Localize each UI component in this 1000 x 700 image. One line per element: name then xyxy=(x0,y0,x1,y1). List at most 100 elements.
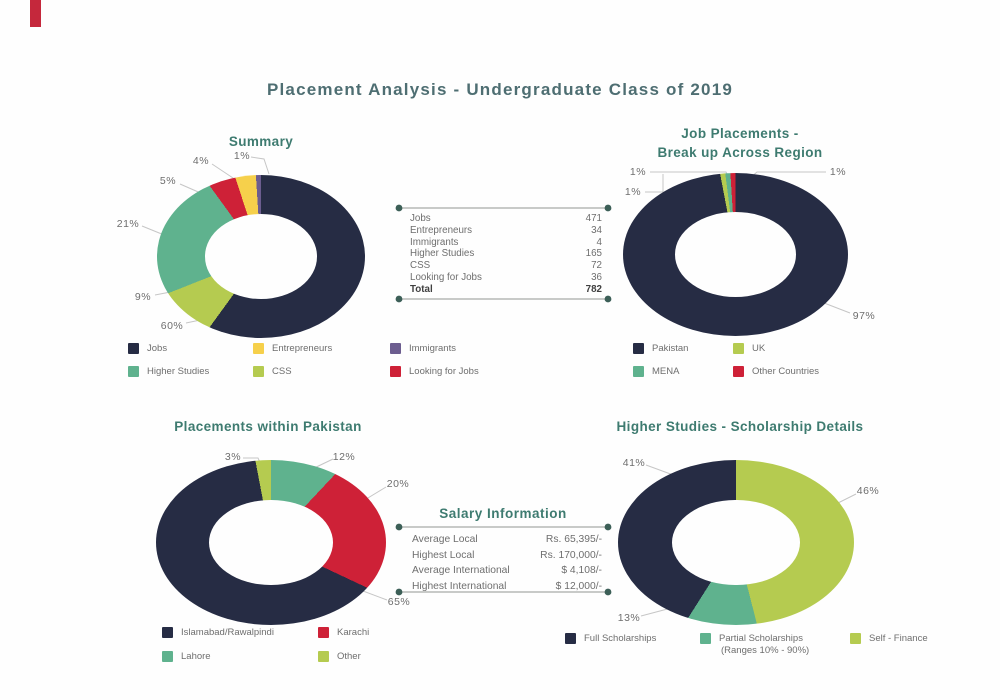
legend-label: Karachi xyxy=(337,627,370,638)
stats-label: Higher Studies xyxy=(410,248,475,260)
legend-label: Islamabad/Rawalpindi xyxy=(181,627,274,638)
pct-label-css: 9% xyxy=(134,291,152,303)
stats-row: CSS 72 xyxy=(410,260,602,272)
chart-title-line: Higher Studies - Scholarship Details xyxy=(616,419,864,434)
legend-label: Immigrants xyxy=(409,343,456,354)
leader-line xyxy=(250,156,270,175)
legend-swatch xyxy=(733,366,744,377)
stats-value: 471 xyxy=(585,213,602,224)
legend-swatch xyxy=(850,633,861,644)
salary-label: Highest International xyxy=(412,580,507,592)
legend-label: Looking for Jobs xyxy=(409,366,479,377)
stats-value: 72 xyxy=(591,260,602,272)
legend-swatch xyxy=(318,627,329,638)
stats-label: Immigrants xyxy=(410,236,459,248)
legend-item-css: CSS xyxy=(253,366,292,378)
salary-panel-title: Salary Information xyxy=(439,506,567,521)
legend-swatch xyxy=(633,343,644,354)
salary-row: Average International $ 4,108/- xyxy=(412,563,602,579)
pct-label-higher-studies: 21% xyxy=(116,218,140,230)
legend-swatch xyxy=(633,366,644,377)
pct-label-lahore: 12% xyxy=(332,451,356,463)
pct-label-uk: 1% xyxy=(629,166,647,178)
legend-label: Partial Scholarships (Ranges 10% - 90%) xyxy=(719,633,809,657)
legend-item-partial-scholarships: Partial Scholarships (Ranges 10% - 90%) xyxy=(700,633,809,657)
legend-item-pakistan: Pakistan xyxy=(633,343,688,355)
legend-item-entrepreneurs: Entrepreneurs xyxy=(253,343,332,355)
legend-item-mena: MENA xyxy=(633,366,679,378)
legend-item-lahore: Lahore xyxy=(162,651,211,663)
legend-swatch xyxy=(318,651,329,662)
chart-title-placements-pakistan: Placements within Pakistan xyxy=(118,417,418,436)
salary-panel: Average Local Rs. 65,395/- Highest Local… xyxy=(412,532,602,594)
salary-row: Average Local Rs. 65,395/- xyxy=(412,532,602,548)
legend-label: Pakistan xyxy=(652,343,689,354)
pct-label-karachi: 20% xyxy=(386,478,410,490)
page-title: Placement Analysis - Undergraduate Class… xyxy=(266,80,734,99)
stats-total-label: Total xyxy=(410,283,433,295)
legend-swatch xyxy=(253,366,264,377)
legend-label: Self - Finance xyxy=(869,633,928,644)
legend-item-higher-studies: Higher Studies xyxy=(128,366,209,378)
legend-swatch xyxy=(128,343,139,354)
connector-dot xyxy=(395,204,403,212)
salary-label: Highest Local xyxy=(412,549,475,561)
stats-value: 34 xyxy=(591,224,602,236)
pct-label-other: 3% xyxy=(224,451,242,463)
corner-marker xyxy=(30,0,41,27)
legend-label: Higher Studies xyxy=(147,366,210,377)
legend-item-jobs: Jobs xyxy=(128,343,167,355)
chart-title-line: Job Placements - xyxy=(681,126,799,141)
connector-dot xyxy=(395,588,403,596)
pct-label-jobs: 60% xyxy=(160,320,184,332)
legend-swatch xyxy=(700,633,711,644)
connector-dot xyxy=(395,295,403,303)
legend-item-full-scholarships: Full Scholarships xyxy=(565,633,656,645)
legend-swatch xyxy=(390,343,401,354)
pct-label-pakistan: 97% xyxy=(852,310,876,322)
pct-label-self-finance: 46% xyxy=(856,485,880,497)
legend-item-other-countries: Other Countries xyxy=(733,366,819,378)
pct-label-other-countries: 1% xyxy=(829,166,847,178)
stats-row: Looking for Jobs 36 xyxy=(410,272,602,284)
donut-scholarship xyxy=(618,460,854,625)
connector-dot xyxy=(604,588,612,596)
stats-label: Jobs xyxy=(410,213,431,224)
stats-row: Jobs 471 xyxy=(410,213,602,225)
stats-total-row: Total 782 xyxy=(410,284,602,296)
legend-label: UK xyxy=(752,343,766,354)
pct-label-looking: 5% xyxy=(159,175,177,187)
stats-label: Entrepreneurs xyxy=(410,224,473,236)
stats-value: 36 xyxy=(591,271,602,283)
pct-label-immigrants: 1% xyxy=(233,150,251,162)
donut-summary xyxy=(157,175,365,338)
legend-label: CSS xyxy=(272,366,292,377)
legend-label: Other Countries xyxy=(752,366,820,377)
stats-label: CSS xyxy=(410,260,431,272)
legend-item-self-finance: Self - Finance xyxy=(850,633,928,645)
stats-value: 165 xyxy=(585,248,602,260)
chart-title-summary: Summary xyxy=(161,132,361,151)
salary-value: $ 4,108/- xyxy=(561,565,602,577)
stats-value: 4 xyxy=(596,236,602,248)
legend-item-islamabad: Islamabad/Rawalpindi xyxy=(162,627,274,639)
leader-line xyxy=(645,174,664,193)
legend-item-karachi: Karachi xyxy=(318,627,369,639)
legend-swatch xyxy=(253,343,264,354)
legend-label: Entrepreneurs xyxy=(272,343,333,354)
connector-dot xyxy=(604,295,612,303)
legend-swatch xyxy=(565,633,576,644)
salary-value: Rs. 65,395/- xyxy=(545,534,602,545)
salary-label: Average Local xyxy=(412,534,478,545)
pct-label-islamabad: 65% xyxy=(387,596,411,608)
chart-title-scholarship: Higher Studies - Scholarship Details xyxy=(565,417,915,436)
legend-swatch xyxy=(128,366,139,377)
legend-swatch xyxy=(162,651,173,662)
salary-value: $ 12,000/- xyxy=(555,580,602,592)
summary-stats-panel: Jobs 471 Entrepreneurs 34 Immigrants 4 H… xyxy=(410,213,602,296)
stats-label: Looking for Jobs xyxy=(410,271,482,283)
stats-total-value: 782 xyxy=(585,283,602,295)
legend-item-looking-for-jobs: Looking for Jobs xyxy=(390,366,479,378)
legend-sublabel: (Ranges 10% - 90%) xyxy=(721,645,810,656)
